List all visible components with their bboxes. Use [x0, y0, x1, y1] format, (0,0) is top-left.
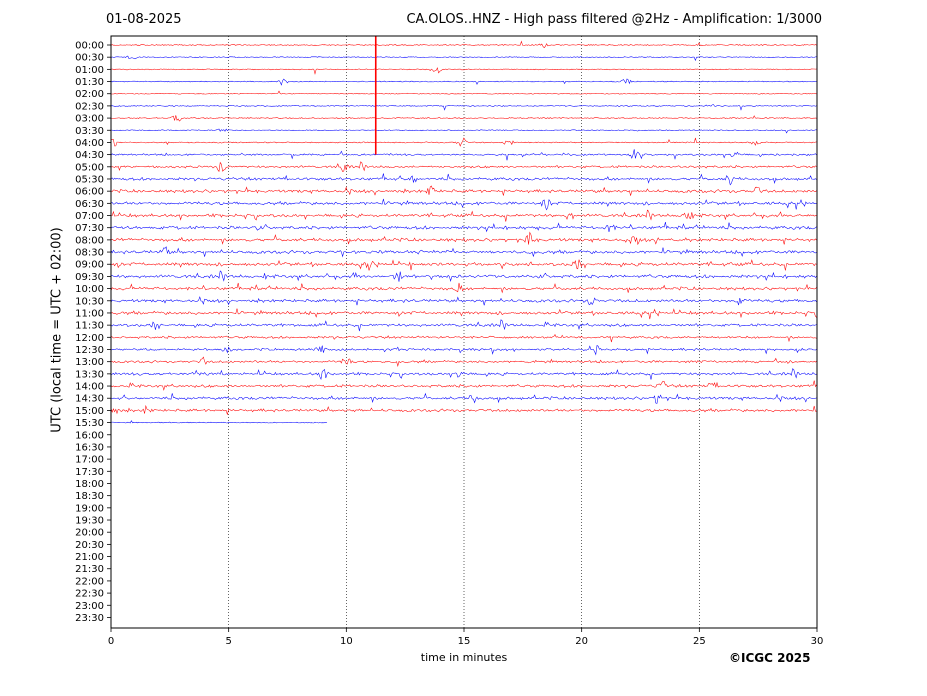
y-tick-label: 17:00 [75, 455, 104, 466]
y-tick-label: 14:00 [75, 382, 104, 393]
y-tick-label: 22:30 [75, 589, 104, 600]
y-tick-label: 18:30 [75, 491, 104, 502]
y-tick-label: 22:00 [75, 576, 104, 587]
y-tick-label: 03:00 [75, 114, 104, 125]
trace-0200 [110, 90, 817, 95]
trace-1430 [110, 392, 817, 404]
y-tick-label: 15:30 [75, 418, 104, 429]
y-tick-label: 15:00 [75, 406, 104, 417]
y-tick-label: 20:00 [75, 528, 104, 539]
x-tick-label: 10 [340, 636, 353, 647]
trace-0830 [110, 246, 817, 258]
trace-1130 [110, 319, 817, 332]
trace-1300 [110, 356, 817, 368]
trace-0700 [110, 209, 817, 222]
y-tick-label: 21:30 [75, 564, 104, 575]
y-tick-label: 21:00 [75, 552, 104, 563]
y-tick-label: 04:30 [75, 150, 104, 161]
x-tick-label: 30 [811, 636, 824, 647]
y-tick-label: 08:00 [75, 235, 104, 246]
y-tick-label: 04:00 [75, 138, 104, 149]
y-tick-label: 11:00 [75, 308, 104, 319]
trace-0630 [110, 198, 817, 211]
y-tick-label: 06:30 [75, 199, 104, 210]
plot-border [110, 35, 818, 629]
y-tick-label: 05:00 [75, 162, 104, 173]
x-tick-label: 5 [225, 636, 231, 647]
y-tick-label: 19:00 [75, 503, 104, 514]
trace-0900 [110, 259, 817, 271]
trace-1000 [110, 282, 817, 294]
plot-date: 01-08-2025 [106, 12, 182, 27]
y-tick-label: 14:30 [75, 394, 104, 405]
plot-title: CA.OLOS..HNZ - High pass filtered @2Hz -… [406, 12, 822, 27]
y-tick-label: 09:00 [75, 260, 104, 271]
x-tick-label: 25 [693, 636, 706, 647]
seismic-traces [110, 36, 817, 424]
trace-0500 [110, 161, 817, 173]
trace-0030 [110, 55, 817, 62]
vertical-grid-lines [228, 36, 700, 628]
y-tick-label: 03:30 [75, 126, 104, 137]
y-tick-label: 12:00 [75, 333, 104, 344]
trace-1100 [110, 308, 817, 320]
trace-0600 [110, 185, 817, 196]
trace-0130 [110, 78, 817, 86]
trace-0000 [110, 40, 817, 49]
y-tick-label: 08:30 [75, 248, 104, 259]
trace-0300 [110, 115, 817, 122]
copyright-notice: ©ICGC 2025 [729, 651, 811, 665]
y-tick-label: 01:30 [75, 77, 104, 88]
trace-0100 [110, 67, 817, 75]
trace-1500 [110, 404, 817, 415]
y-tick-label: 17:30 [75, 467, 104, 478]
x-tick-labels: 0 5 10 15 20 25 30 [108, 628, 824, 647]
trace-1230 [110, 345, 817, 356]
y-tick-label: 12:30 [75, 345, 104, 356]
x-tick-label: 20 [575, 636, 588, 647]
y-tick-label: 01:00 [75, 65, 104, 76]
trace-0330 [110, 128, 817, 134]
y-tick-label: 06:00 [75, 187, 104, 198]
trace-0230 [110, 104, 817, 111]
y-tick-label: 07:30 [75, 223, 104, 234]
y-tick-label: 09:30 [75, 272, 104, 283]
y-tick-label: 10:00 [75, 284, 104, 295]
plot-frame [110, 35, 818, 629]
y-tick-label: 13:00 [75, 357, 104, 368]
y-tick-label: 23:00 [75, 601, 104, 612]
trace-1400 [110, 380, 817, 391]
y-tick-label: 07:00 [75, 211, 104, 222]
y-tick-label: 13:30 [75, 369, 104, 380]
y-tick-label: 10:30 [75, 296, 104, 307]
y-tick-label: 00:30 [75, 53, 104, 64]
trace-0430 [110, 149, 817, 161]
trace-0800 [110, 231, 817, 246]
trace-1530 [110, 420, 328, 424]
trace-0400 [110, 137, 817, 147]
y-tick-label: 20:30 [75, 540, 104, 551]
trace-1030 [110, 296, 817, 306]
y-tick-label: 02:30 [75, 101, 104, 112]
y-axis-label: UTC (local time = UTC + 02:00) [49, 227, 65, 433]
x-axis-label: time in minutes [420, 651, 508, 664]
y-tick-label: 00:00 [75, 41, 104, 52]
y-tick-label: 19:30 [75, 516, 104, 527]
y-tick-label: 16:00 [75, 430, 104, 441]
y-tick-label: 11:30 [75, 321, 104, 332]
y-tick-label: 23:30 [75, 613, 104, 624]
x-tick-label: 0 [108, 636, 114, 647]
trace-0530 [110, 173, 817, 186]
y-tick-label: 05:30 [75, 174, 104, 185]
y-tick-label: 16:30 [75, 442, 104, 453]
trace-0730 [110, 222, 817, 233]
y-tick-label: 02:00 [75, 89, 104, 100]
trace-1200 [110, 334, 817, 343]
trace-1330 [110, 368, 817, 380]
x-tick-label: 15 [458, 636, 471, 647]
y-tick-label: 18:00 [75, 479, 104, 490]
trace-0930 [110, 270, 817, 283]
